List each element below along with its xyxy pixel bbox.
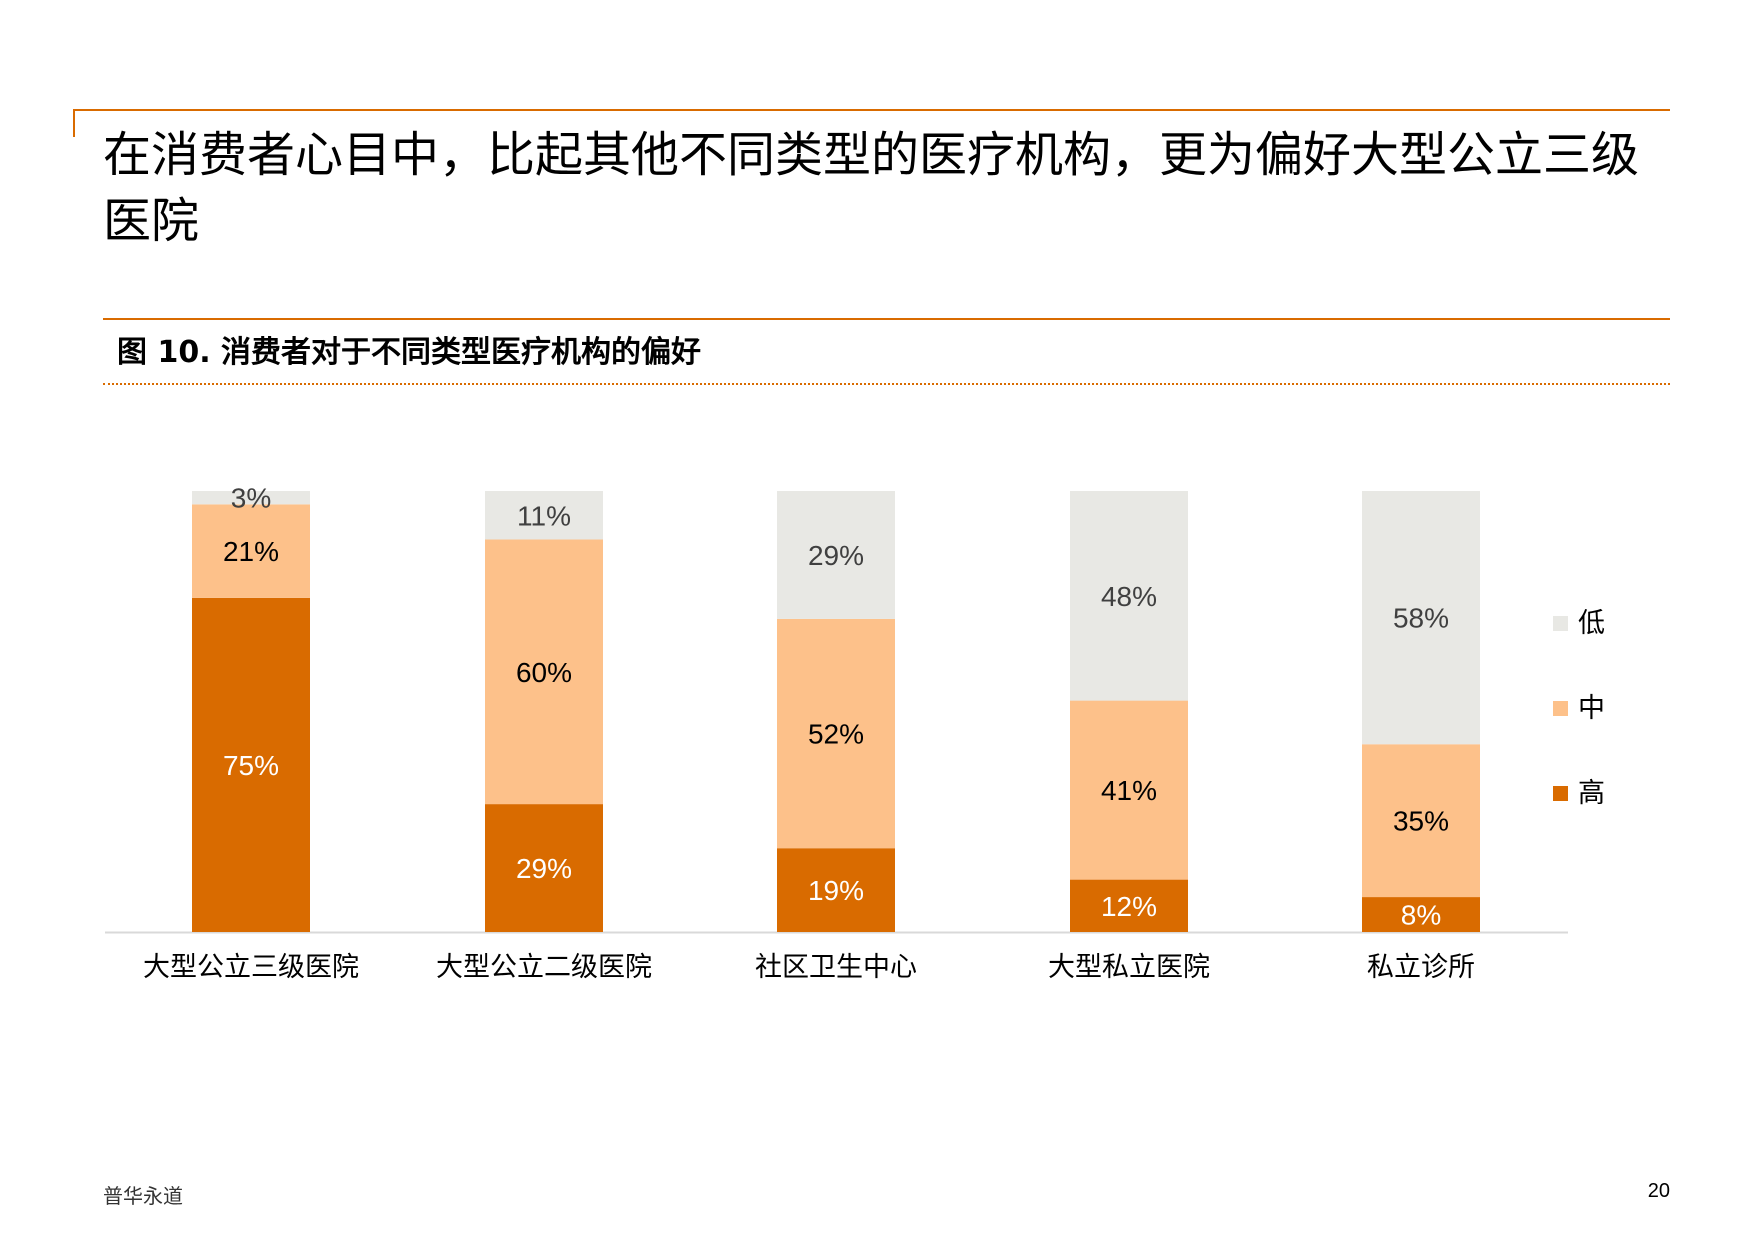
data-label: 19% (808, 875, 864, 906)
data-label: 75% (223, 750, 279, 781)
figure-dotted-rule (103, 383, 1670, 385)
header-rule (73, 109, 1670, 111)
footer-brand: 普华永道 (103, 1184, 183, 1208)
bar-segment-2-low (485, 491, 603, 540)
figure-title: 图 10. 消费者对于不同类型医疗机构的偏好 (117, 335, 702, 370)
bar-segment-3-low (777, 491, 895, 619)
data-label: 8% (1401, 900, 1441, 931)
bar-segment-3-medium (777, 618, 895, 849)
header-rule-tick (73, 109, 75, 137)
bar-segment-3-high (777, 848, 895, 932)
bar-segment-4-low (1070, 491, 1188, 701)
data-label: 29% (516, 853, 572, 884)
bar-segment-1-high (192, 597, 310, 932)
data-label: 48% (1101, 581, 1157, 612)
data-label: 11% (517, 500, 571, 531)
legend-label: 高 (1578, 778, 1605, 809)
data-label: 58% (1393, 603, 1449, 634)
bar-segment-1-medium (192, 504, 310, 598)
bar-segment-5-medium (1362, 744, 1480, 898)
bar-segment-4-medium (1070, 700, 1188, 880)
data-label: 35% (1393, 806, 1449, 837)
legend-swatch (1553, 616, 1568, 631)
data-label: 41% (1101, 775, 1157, 806)
data-label: 3% (231, 483, 271, 514)
bar-segment-1-low (192, 491, 310, 505)
bar-segment-5-low (1362, 491, 1480, 745)
page-number: 20 (1647, 1180, 1670, 1202)
bar-segment-2-high (485, 804, 603, 932)
bar-segment-5-high (1362, 897, 1480, 932)
x-tick-label: 私立诊所 (1367, 952, 1475, 983)
data-label: 52% (808, 719, 864, 750)
legend-label: 中 (1578, 693, 1605, 724)
x-tick-label: 大型公立二级医院 (436, 952, 652, 983)
legend-swatch (1553, 786, 1568, 801)
data-label: 60% (516, 657, 572, 688)
page-title: 在消费者心目中，比起其他不同类型的医疗机构，更为偏好大型公立三级医院 (103, 127, 1640, 249)
x-tick-label: 社区卫生中心 (755, 952, 917, 983)
data-label: 29% (808, 540, 864, 571)
data-label: 12% (1101, 891, 1157, 922)
bar-segment-2-medium (485, 539, 603, 805)
legend-label: 低 (1578, 608, 1605, 639)
legend-swatch (1553, 701, 1568, 716)
x-tick-label: 大型公立三级医院 (143, 952, 359, 983)
figure-top-rule (103, 318, 1670, 320)
x-tick-label: 大型私立医院 (1048, 952, 1210, 983)
bar-segment-4-high (1070, 879, 1188, 932)
data-label: 21% (223, 536, 279, 567)
